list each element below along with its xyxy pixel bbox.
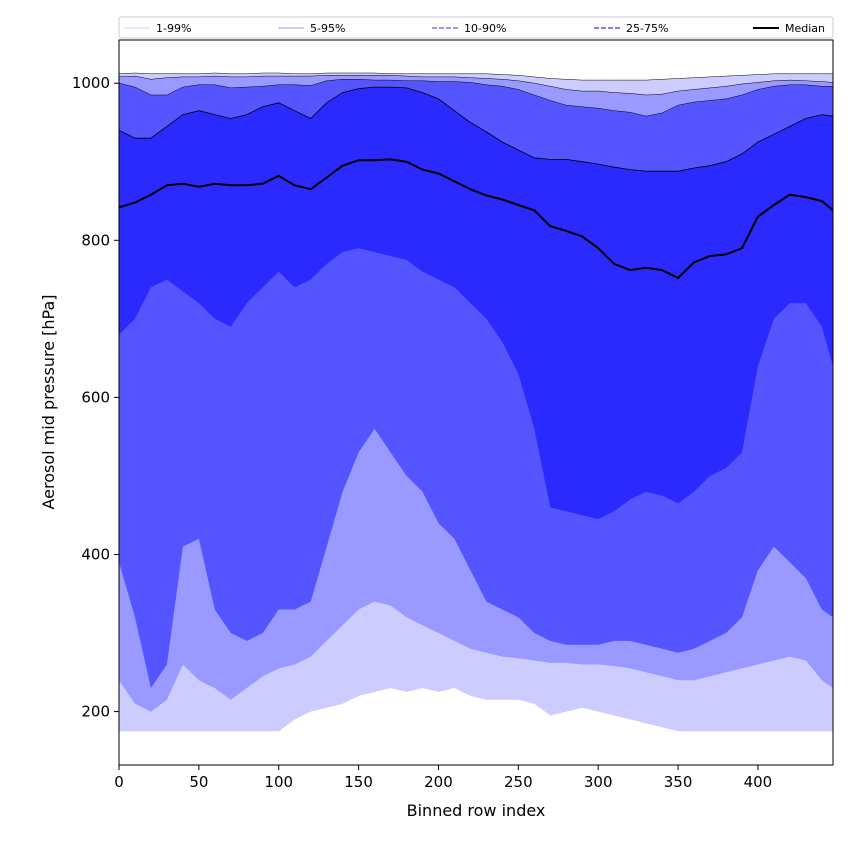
x-tick-label: 400: [744, 773, 773, 791]
y-axis-label: Aerosol mid pressure [hPa]: [39, 294, 58, 509]
x-axis-label: Binned row index: [407, 801, 546, 820]
x-tick-label: 300: [584, 773, 613, 791]
y-tick-label: 800: [81, 231, 110, 249]
legend-label: 1-99%: [156, 22, 191, 35]
percentile-bands: [118, 72, 834, 732]
legend-label: 10-90%: [464, 22, 506, 35]
band-25-75-upper-line: [118, 86, 834, 172]
median-line: [118, 158, 834, 280]
x-tick-label: 200: [424, 773, 453, 791]
x-axis: 0 50 100 150 200 250 300 350 400: [114, 765, 772, 791]
x-tick-label: 0: [114, 773, 124, 791]
y-tick-label: 200: [81, 703, 110, 721]
legend-label: 5-95%: [310, 22, 345, 35]
legend-label: 25-75%: [626, 22, 668, 35]
y-tick-label: 1000: [72, 74, 110, 92]
y-tick-label: 600: [81, 388, 110, 406]
band-1-99-upper-line: [118, 72, 833, 81]
x-tick-label: 50: [189, 773, 208, 791]
band-25-75-area: [119, 87, 833, 520]
y-tick-label: 400: [81, 545, 110, 563]
legend-box: [118, 16, 834, 39]
plot-frame: [118, 39, 834, 766]
legend: 1-99% 5-95% 10-90% 25-75% Median: [118, 16, 834, 39]
band-5-95-upper-line: [118, 75, 834, 96]
legend-label: Median: [785, 22, 825, 35]
x-tick-label: 150: [344, 773, 373, 791]
x-tick-label: 100: [264, 773, 293, 791]
x-tick-label: 350: [664, 773, 693, 791]
band-10-90-upper-line: [118, 79, 833, 117]
x-tick-label: 250: [504, 773, 533, 791]
median-layer: [118, 158, 834, 280]
y-axis: 200 400 600 800 1000: [72, 74, 119, 721]
